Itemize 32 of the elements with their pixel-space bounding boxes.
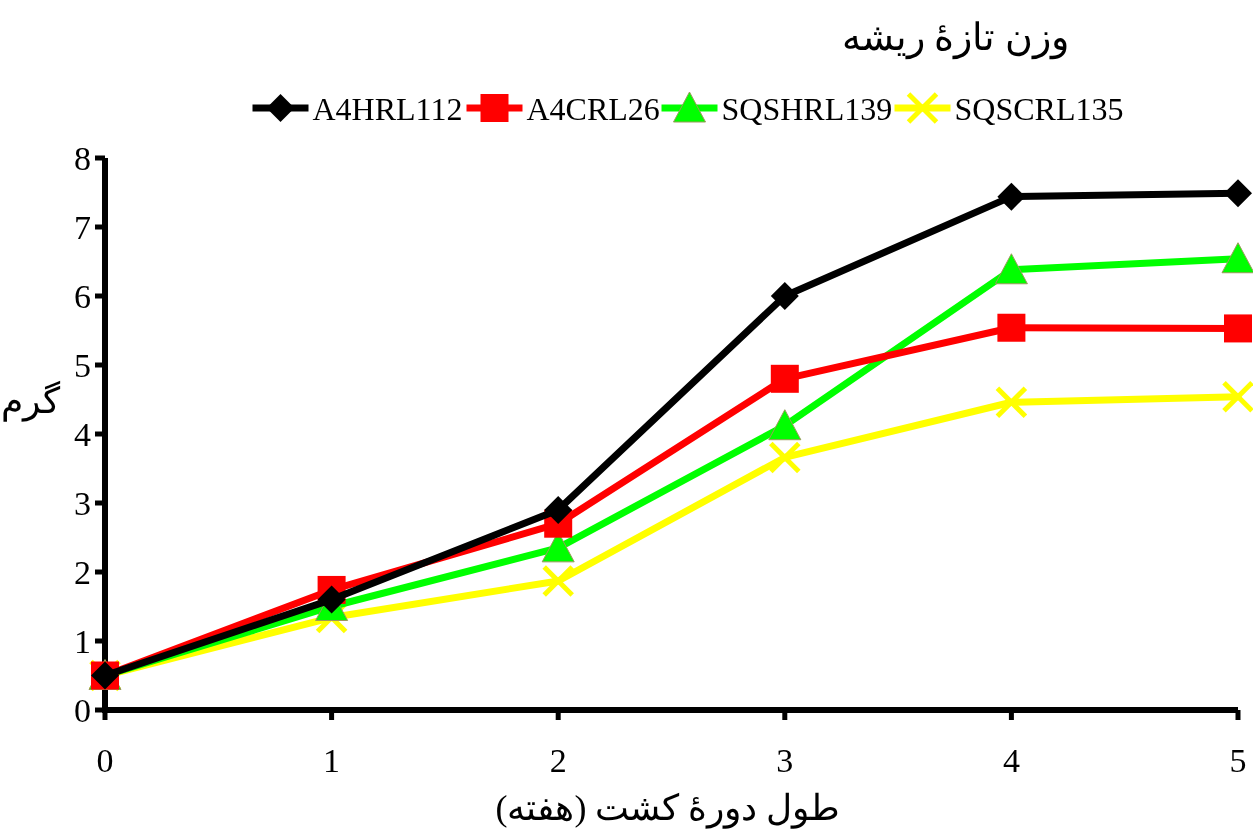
y-tick-label: 5 [74, 347, 91, 384]
point [1221, 242, 1253, 274]
y-tick-label: 8 [74, 140, 91, 177]
legend-label: SQSHRL139 [721, 91, 893, 127]
x-axis-title: طول دورهٔ کشت (هفته) [495, 788, 841, 829]
y-tick-label: 1 [74, 623, 91, 660]
x-tick-label: 2 [549, 742, 567, 779]
y-tick-label: 6 [74, 278, 91, 315]
x-tick-label: 5 [1229, 742, 1247, 779]
x-tick-label: 1 [323, 742, 341, 779]
y-axis-title: گرم [0, 380, 61, 423]
point [997, 313, 1026, 342]
y-tick-label: 2 [74, 554, 91, 591]
point [768, 409, 802, 441]
x-tick-label: 3 [776, 742, 794, 779]
x-tick-label: 4 [1002, 742, 1020, 779]
legend-label: A4CRL26 [526, 91, 660, 127]
chart-title: وزن تازهٔ ریشه [841, 16, 1069, 60]
y-tick-label: 4 [74, 416, 91, 453]
point [770, 364, 799, 393]
point [997, 182, 1026, 211]
legend-label: SQSCRL135 [954, 91, 1124, 127]
point [770, 282, 799, 310]
y-tick-label: 7 [74, 209, 91, 246]
legend-label: A4HRL112 [312, 91, 463, 127]
point [1224, 179, 1252, 208]
y-tick-label: 0 [74, 692, 91, 729]
point [317, 585, 346, 614]
point [1224, 314, 1252, 343]
y-tick-label: 3 [74, 485, 91, 522]
point [994, 253, 1028, 285]
point [544, 495, 573, 524]
